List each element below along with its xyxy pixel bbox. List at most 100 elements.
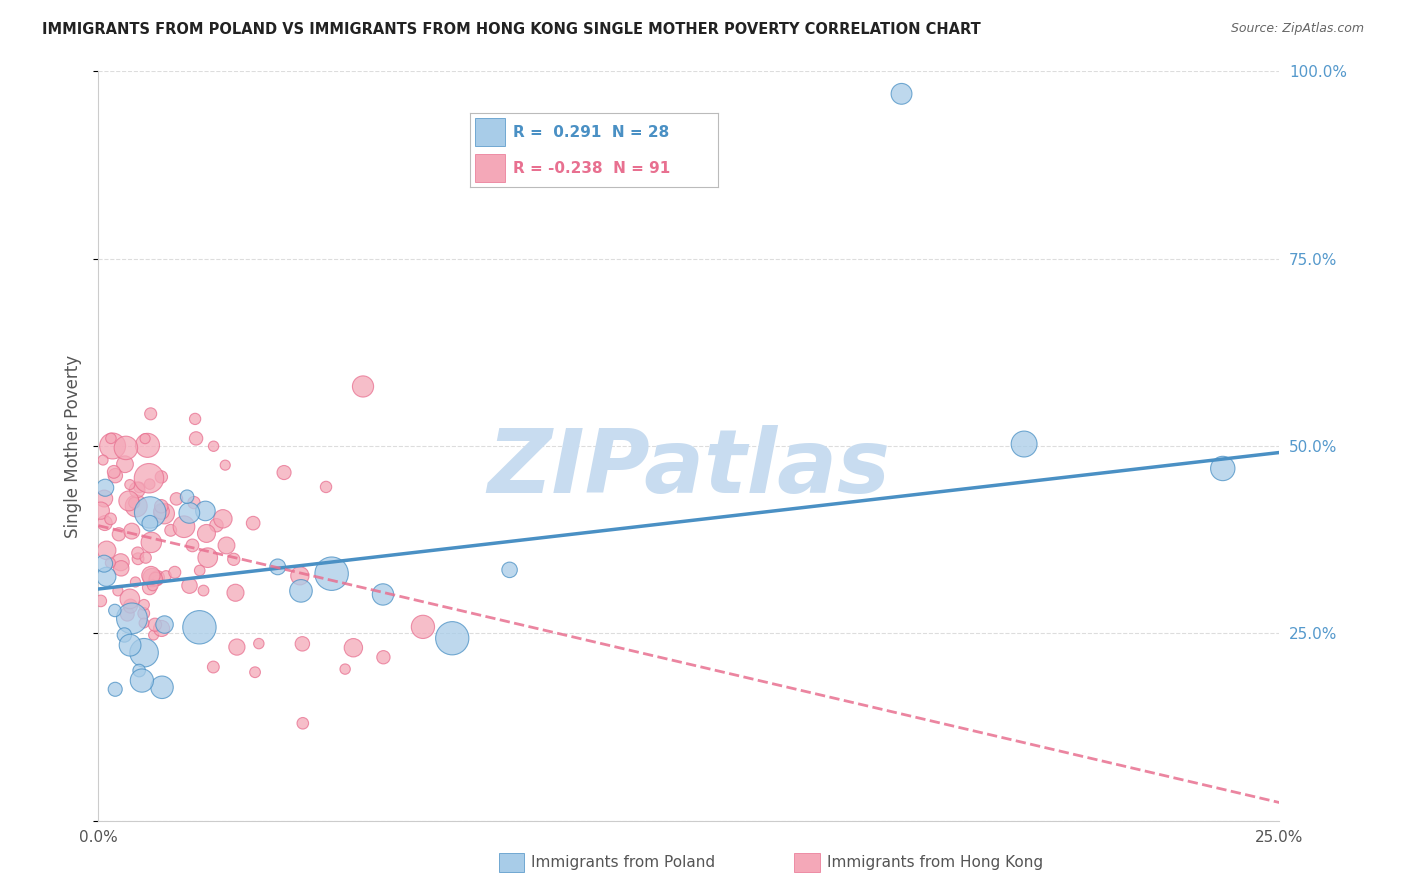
Point xyxy=(127,546,149,560)
Point xyxy=(373,650,395,665)
Point xyxy=(132,615,155,630)
Point xyxy=(202,439,225,453)
Point xyxy=(352,379,374,393)
Point xyxy=(121,524,143,538)
Point xyxy=(273,466,295,480)
Point xyxy=(100,512,122,526)
Point xyxy=(222,552,245,566)
Point xyxy=(138,581,160,595)
Point xyxy=(150,470,173,484)
Point xyxy=(243,665,266,680)
Point xyxy=(90,503,112,517)
Point xyxy=(142,578,165,592)
Point xyxy=(104,603,127,617)
Point xyxy=(247,637,270,651)
Point xyxy=(93,557,115,571)
Point xyxy=(224,586,246,600)
Point xyxy=(441,632,464,646)
Point xyxy=(193,583,215,598)
Point xyxy=(139,407,162,421)
Point xyxy=(150,622,173,636)
Point xyxy=(134,432,156,446)
Point xyxy=(288,569,311,583)
Point xyxy=(128,664,150,678)
Point xyxy=(98,556,121,570)
Point xyxy=(197,550,219,565)
Point xyxy=(890,87,912,101)
Point xyxy=(145,572,167,586)
Point xyxy=(242,516,264,531)
Point xyxy=(131,673,153,688)
Point xyxy=(173,520,195,534)
Point xyxy=(96,543,118,558)
Point xyxy=(124,574,146,589)
Point xyxy=(141,571,163,585)
Point xyxy=(184,431,207,445)
Point xyxy=(267,560,290,574)
Point xyxy=(104,468,127,483)
Point xyxy=(135,550,157,565)
Point xyxy=(1212,461,1234,475)
Text: Immigrants from Poland: Immigrants from Poland xyxy=(531,855,716,870)
Point xyxy=(150,680,173,694)
Point xyxy=(150,500,173,514)
Point xyxy=(117,607,139,622)
Point xyxy=(202,660,225,674)
Point xyxy=(215,538,238,552)
Point xyxy=(146,571,169,585)
Point xyxy=(412,620,434,634)
Point xyxy=(181,538,204,552)
Point xyxy=(194,504,217,518)
Point xyxy=(127,551,149,566)
Point xyxy=(205,518,228,533)
Point xyxy=(132,598,155,612)
Point xyxy=(150,504,173,518)
Point xyxy=(122,496,145,510)
Point xyxy=(1012,437,1035,451)
Point xyxy=(176,490,198,504)
Point xyxy=(153,617,176,632)
Point xyxy=(90,594,112,608)
Point xyxy=(321,566,343,581)
Point xyxy=(498,563,520,577)
Point xyxy=(118,591,141,606)
Point xyxy=(132,607,155,621)
Point xyxy=(127,483,149,497)
Point xyxy=(179,506,201,520)
Point xyxy=(315,480,337,494)
Point xyxy=(195,526,218,541)
Point xyxy=(163,566,186,580)
Text: ZIPatlas: ZIPatlas xyxy=(488,425,890,512)
Point xyxy=(104,682,127,697)
Y-axis label: Single Mother Poverty: Single Mother Poverty xyxy=(65,354,83,538)
Point xyxy=(214,458,236,472)
Point xyxy=(94,481,117,495)
Point xyxy=(291,716,314,731)
Point xyxy=(153,507,176,521)
Point xyxy=(114,457,136,471)
Point xyxy=(188,564,211,578)
Text: IMMIGRANTS FROM POLAND VS IMMIGRANTS FROM HONG KONG SINGLE MOTHER POVERTY CORREL: IMMIGRANTS FROM POLAND VS IMMIGRANTS FRO… xyxy=(42,22,981,37)
Point xyxy=(132,646,155,660)
Point xyxy=(101,439,124,453)
Point xyxy=(108,527,131,541)
Point xyxy=(139,516,162,531)
Point xyxy=(138,477,160,491)
Point xyxy=(107,583,129,598)
Point xyxy=(291,637,314,651)
Point xyxy=(115,441,138,455)
Point xyxy=(110,561,132,575)
Point xyxy=(342,640,364,655)
Point xyxy=(143,617,166,632)
Point xyxy=(103,465,125,479)
Point xyxy=(136,438,159,452)
Point xyxy=(155,569,177,583)
Point xyxy=(139,505,162,519)
Point xyxy=(138,471,160,485)
Point xyxy=(96,570,118,584)
Text: Source: ZipAtlas.com: Source: ZipAtlas.com xyxy=(1230,22,1364,36)
Point xyxy=(94,516,117,530)
Text: Immigrants from Hong Kong: Immigrants from Hong Kong xyxy=(827,855,1043,870)
Point xyxy=(184,412,207,426)
Point xyxy=(179,579,201,593)
